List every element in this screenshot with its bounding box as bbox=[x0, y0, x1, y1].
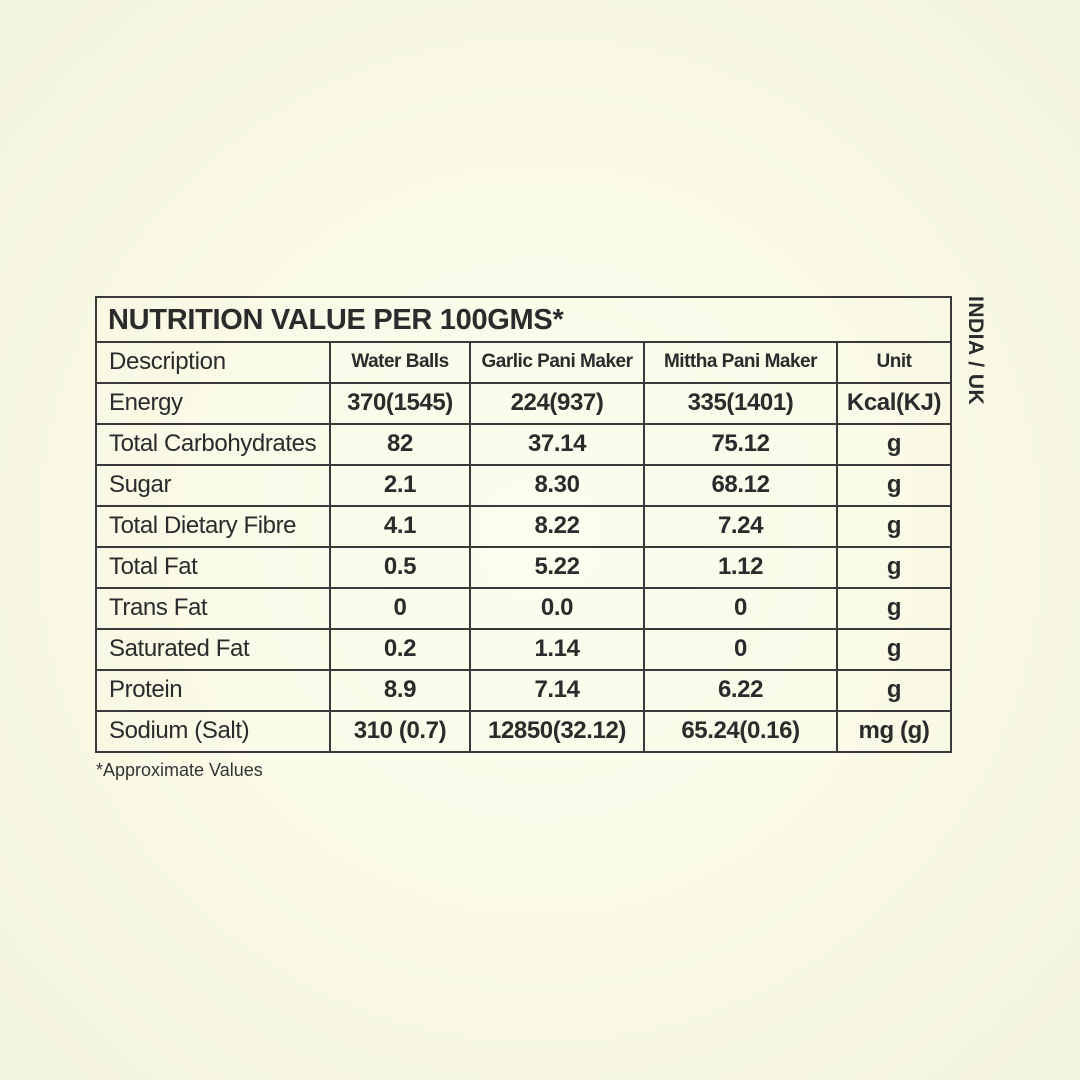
table-row: Energy 370(1545) 224(937) 335(1401) Kcal… bbox=[97, 381, 950, 425]
region-label: INDIA / UK bbox=[964, 296, 987, 406]
unit-cell: g bbox=[836, 586, 950, 630]
table-row: Total Dietary Fibre 4.1 8.22 7.24 g bbox=[97, 504, 950, 548]
row-label: Saturated Fat bbox=[97, 627, 331, 671]
column-header-water-balls: Water Balls bbox=[329, 343, 471, 384]
table-cell: 0 bbox=[643, 586, 838, 630]
unit-cell: g bbox=[836, 504, 950, 548]
column-header-unit: Unit bbox=[836, 343, 950, 384]
table-cell: 75.12 bbox=[643, 422, 838, 466]
table-cell: 0.0 bbox=[469, 586, 645, 630]
table-cell: 12850(32.12) bbox=[469, 709, 645, 751]
table-header-row: Description Water Balls Garlic Pani Make… bbox=[97, 343, 950, 384]
table-cell: 7.24 bbox=[643, 504, 838, 548]
table-cell: 6.22 bbox=[643, 668, 838, 712]
unit-cell: g bbox=[836, 627, 950, 671]
table-cell: 8.30 bbox=[469, 463, 645, 507]
table-cell: 1.12 bbox=[643, 545, 838, 589]
table-row: Total Fat 0.5 5.22 1.12 g bbox=[97, 545, 950, 589]
row-label: Sodium (Salt) bbox=[97, 709, 331, 751]
table-cell: 37.14 bbox=[469, 422, 645, 466]
table-cell: 7.14 bbox=[469, 668, 645, 712]
table-cell: 82 bbox=[329, 422, 471, 466]
unit-cell: g bbox=[836, 668, 950, 712]
column-header-mittha-pani-maker: Mittha Pani Maker bbox=[643, 343, 838, 384]
row-label: Total Carbohydrates bbox=[97, 422, 331, 466]
row-label: Total Fat bbox=[97, 545, 331, 589]
table-cell: 224(937) bbox=[469, 381, 645, 425]
row-label: Total Dietary Fibre bbox=[97, 504, 331, 548]
table-cell: 370(1545) bbox=[329, 381, 471, 425]
table-cell: 0 bbox=[643, 627, 838, 671]
table-row: Sugar 2.1 8.30 68.12 g bbox=[97, 463, 950, 507]
table-row: Protein 8.9 7.14 6.22 g bbox=[97, 668, 950, 712]
row-label: Sugar bbox=[97, 463, 331, 507]
table-row: Saturated Fat 0.2 1.14 0 g bbox=[97, 627, 950, 671]
row-label: Trans Fat bbox=[97, 586, 331, 630]
table-cell: 4.1 bbox=[329, 504, 471, 548]
column-header-description: Description bbox=[97, 343, 331, 384]
row-label: Energy bbox=[97, 381, 331, 425]
table-cell: 0.2 bbox=[329, 627, 471, 671]
unit-cell: g bbox=[836, 463, 950, 507]
table-cell: 1.14 bbox=[469, 627, 645, 671]
table-cell: 0.5 bbox=[329, 545, 471, 589]
table-cell: 8.9 bbox=[329, 668, 471, 712]
table-cell: 2.1 bbox=[329, 463, 471, 507]
table-cell: 5.22 bbox=[469, 545, 645, 589]
unit-cell: g bbox=[836, 422, 950, 466]
unit-cell: mg (g) bbox=[836, 709, 950, 751]
table-cell: 335(1401) bbox=[643, 381, 838, 425]
row-label: Protein bbox=[97, 668, 331, 712]
table-row: Sodium (Salt) 310 (0.7) 12850(32.12) 65.… bbox=[97, 709, 950, 751]
table-row: Trans Fat 0 0.0 0 g bbox=[97, 586, 950, 630]
table-cell: 68.12 bbox=[643, 463, 838, 507]
nutrition-table: Description Water Balls Garlic Pani Make… bbox=[97, 343, 950, 751]
table-cell: 310 (0.7) bbox=[329, 709, 471, 751]
table-cell: 0 bbox=[329, 586, 471, 630]
table-cell: 8.22 bbox=[469, 504, 645, 548]
column-header-garlic-pani-maker: Garlic Pani Maker bbox=[469, 343, 645, 384]
unit-cell: g bbox=[836, 545, 950, 589]
table-cell: 65.24(0.16) bbox=[643, 709, 838, 751]
nutrition-table-panel: NUTRITION VALUE PER 100GMS* Description … bbox=[95, 296, 952, 753]
nutrition-table-title: NUTRITION VALUE PER 100GMS* bbox=[97, 298, 950, 343]
table-row: Total Carbohydrates 82 37.14 75.12 g bbox=[97, 422, 950, 466]
unit-cell: Kcal(KJ) bbox=[836, 381, 950, 425]
footnote: *Approximate Values bbox=[96, 760, 263, 780]
